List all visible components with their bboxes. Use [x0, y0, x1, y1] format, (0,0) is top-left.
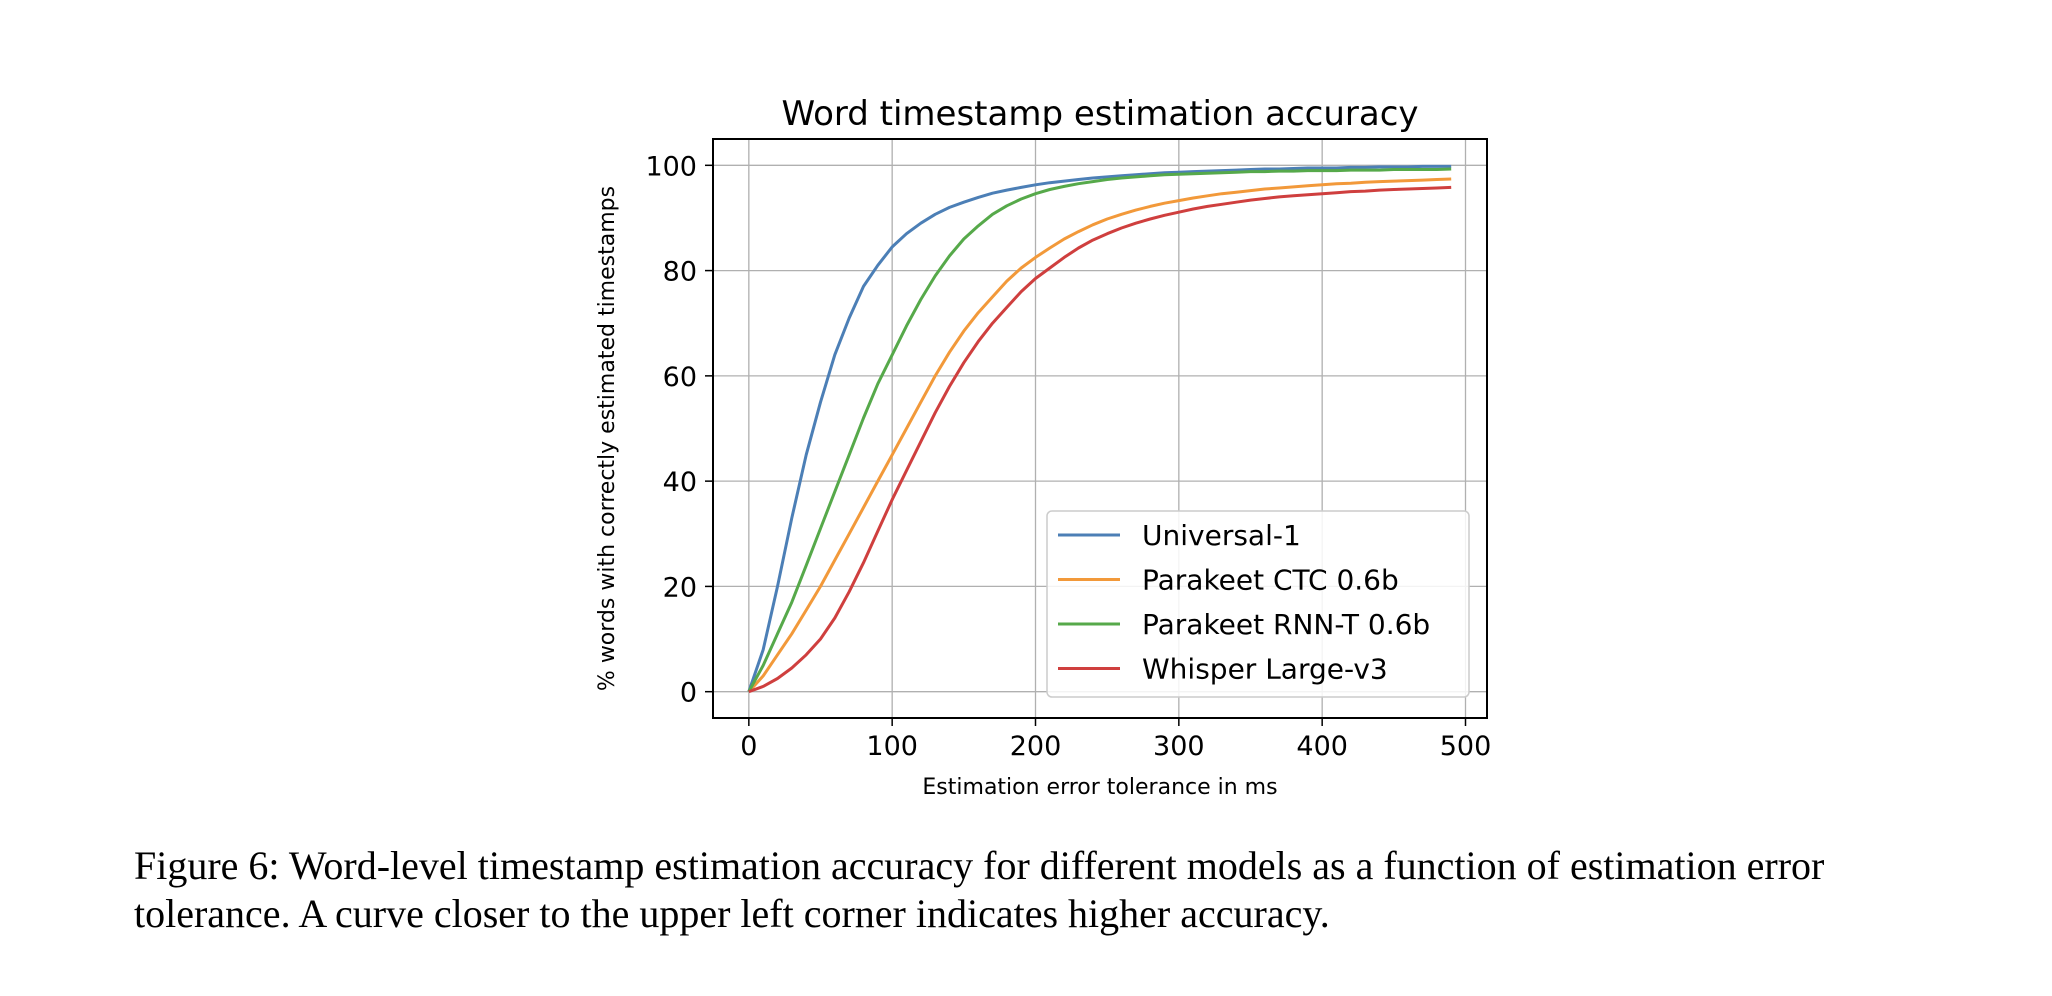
y-tick-label: 20	[663, 572, 697, 603]
plot-frame	[712, 138, 1488, 719]
figure-caption: Figure 6: Word-level timestamp estimatio…	[134, 843, 1825, 936]
x-tick-label: 0	[740, 731, 757, 762]
series-line	[748, 185, 1452, 694]
y-tick-label: 60	[663, 362, 697, 393]
legend-label: Whisper Large-v3	[1142, 653, 1388, 686]
x-axis-title: Estimation error tolerance in ms	[922, 775, 1277, 800]
x-tick-label: 400	[1296, 731, 1348, 762]
x-tick-label: 100	[866, 731, 918, 762]
series-line	[747, 164, 1452, 693]
x-tick-label: 300	[1153, 731, 1205, 762]
legend-box	[1046, 510, 1470, 698]
legend-label: Parakeet RNN-T 0.6b	[1142, 608, 1430, 641]
x-tick-label: 500	[1440, 731, 1492, 762]
chart-title: Word timestamp estimation accuracy	[781, 94, 1418, 134]
x-tick-label: 200	[1010, 731, 1062, 762]
series-line	[747, 177, 1452, 693]
legend: Universal-1 Parakeet CTC 0.6b Parakeet RNN…	[1046, 510, 1470, 698]
series-line	[747, 167, 1452, 693]
y-axis-title: % words with correctly estimated timesta…	[595, 186, 620, 691]
y-tick-label: 0	[680, 678, 697, 709]
grid	[713, 139, 1487, 718]
legend-label: Parakeet CTC 0.6b	[1142, 564, 1399, 597]
axis-ticks: 0 100 200 300 400 500 0 20 40 60 80 100	[645, 151, 1491, 762]
y-tick-label: 80	[663, 257, 697, 288]
legend-label: Universal-1	[1142, 519, 1301, 552]
series-lines	[747, 164, 1452, 694]
y-tick-label: 40	[663, 467, 697, 498]
y-tick-label: 100	[645, 151, 697, 182]
